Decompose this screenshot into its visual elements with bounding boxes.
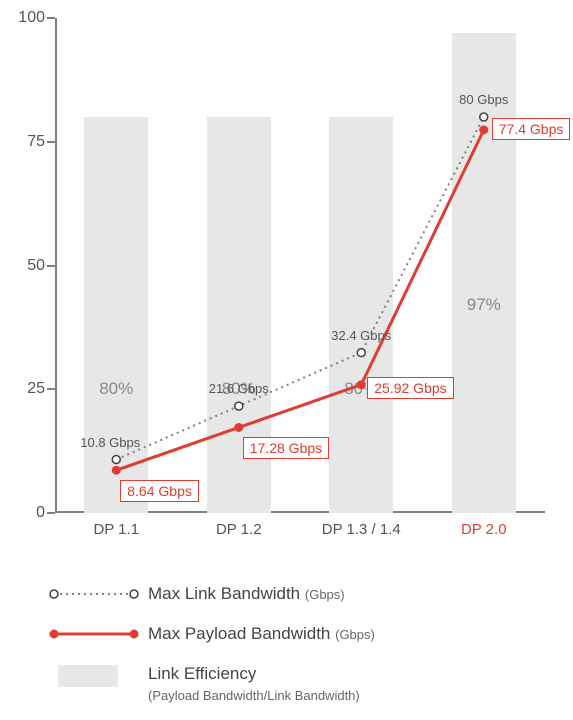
- payload-value-label: 17.28 Gbps: [243, 437, 329, 459]
- link-point: [112, 456, 120, 464]
- link-value-label: 80 Gbps: [459, 92, 508, 111]
- legend-item-payload: Max Payload Bandwidth (Gbps): [48, 623, 538, 645]
- payload-point: [357, 381, 365, 389]
- legend-item-efficiency: Link Efficiency (Payload Bandwidth/Link …: [48, 663, 538, 706]
- legend-item-link: Max Link Bandwidth (Gbps): [48, 583, 538, 605]
- payload-line: [116, 130, 484, 470]
- y-tick-label: 0: [36, 504, 55, 522]
- legend-bar-sub: (Payload Bandwidth/Link Bandwidth): [148, 688, 360, 703]
- y-tick-label: 75: [27, 133, 55, 151]
- chart-container: 025507510080%DP 1.180%DP 1.280%DP 1.3 / …: [0, 0, 573, 720]
- x-tick-label: DP 1.3 / 1.4: [322, 513, 401, 538]
- link-line: [116, 117, 484, 460]
- y-tick-label: 25: [27, 380, 55, 398]
- payload-point: [112, 466, 120, 474]
- x-tick-label: DP 1.1: [93, 513, 139, 538]
- payload-value-label: 8.64 Gbps: [120, 480, 199, 502]
- link-value-label: 10.8 Gbps: [80, 435, 140, 454]
- y-tick-label: 100: [18, 9, 55, 27]
- legend-swatch-bar: [48, 663, 148, 685]
- plot-area: 025507510080%DP 1.180%DP 1.280%DP 1.3 / …: [55, 18, 545, 513]
- link-point: [235, 402, 243, 410]
- legend-label-efficiency: Link Efficiency (Payload Bandwidth/Link …: [148, 663, 360, 706]
- legend: Max Link Bandwidth (Gbps) Max Payload Ba…: [48, 565, 538, 706]
- link-value-label: 32.4 Gbps: [331, 328, 391, 347]
- legend-swatch-link: [48, 583, 148, 605]
- payload-value-label: 25.92 Gbps: [367, 377, 453, 399]
- link-point: [357, 349, 365, 357]
- y-tick-label: 50: [27, 257, 55, 275]
- payload-point: [235, 423, 243, 431]
- link-point: [480, 113, 488, 121]
- x-tick-label: DP 1.2: [216, 513, 262, 538]
- legend-label-payload: Max Payload Bandwidth (Gbps): [148, 623, 375, 644]
- legend-bar-title: Link Efficiency: [148, 664, 256, 683]
- x-tick-label: DP 2.0: [461, 513, 507, 538]
- payload-point: [480, 126, 488, 134]
- legend-swatch-payload: [48, 623, 148, 645]
- legend-payload-sub: (Gbps): [335, 627, 375, 642]
- legend-link-title: Max Link Bandwidth: [148, 584, 305, 603]
- legend-label-link: Max Link Bandwidth (Gbps): [148, 583, 345, 604]
- legend-link-sub: (Gbps): [305, 587, 345, 602]
- payload-value-label: 77.4 Gbps: [492, 118, 571, 140]
- link-value-label: 21.6 Gbps: [209, 381, 269, 400]
- legend-payload-title: Max Payload Bandwidth: [148, 624, 335, 643]
